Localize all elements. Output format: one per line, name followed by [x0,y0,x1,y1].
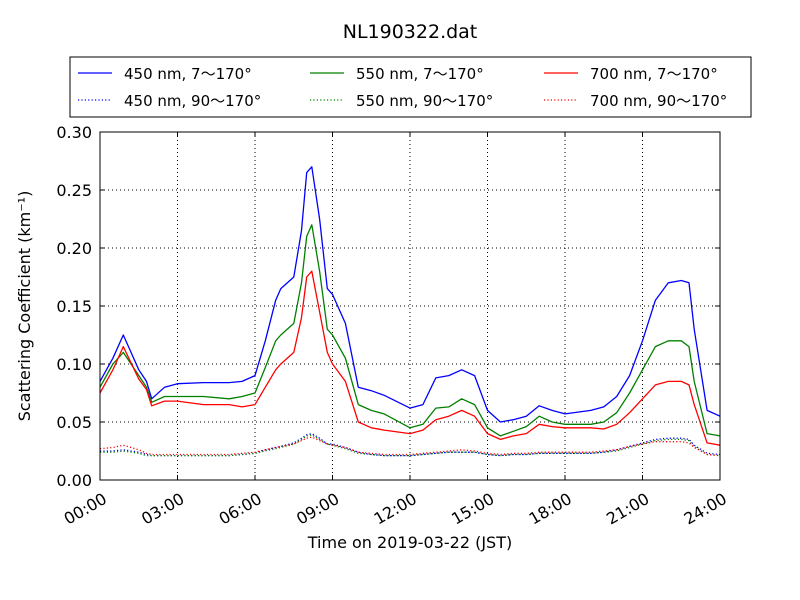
y-tick-label: 0.20 [56,239,92,258]
legend-label-5: 700 nm, 90～170° [590,92,727,110]
x-tick-label: 24:00 [681,489,730,529]
x-tick-label: 06:00 [216,489,265,529]
y-tick-label: 0.15 [56,297,92,316]
ticks: 0.00 0.05 0.10 0.15 0.20 0.25 0.30 00:00 03:00 06… [56,123,730,529]
legend-frame [69,56,752,118]
x-tick-label: 03:00 [138,489,187,529]
series-line-0 [99,166,721,423]
y-axis-label: Scattering Coefficient (km⁻¹) [15,191,34,422]
legend-label-1: 550 nm, 7～170° [356,65,484,83]
x-tick-label: 09:00 [293,489,342,529]
y-tick-label: 0.05 [56,413,92,432]
legend-label-2: 700 nm, 7～170° [590,65,718,83]
y-tick-label: 0.25 [56,181,92,200]
series-group [99,166,721,457]
x-tick-label: 00:00 [61,489,110,529]
legend-label-3: 450 nm, 90～170° [124,92,261,110]
series-line-2 [99,270,721,446]
x-tick-label: 21:00 [603,489,652,529]
y-tick-label: 0.00 [56,471,92,490]
x-axis-label: Time on 2019-03-22 (JST) [307,533,512,552]
y-tick-label: 0.10 [56,355,92,374]
plot-area: 0.00 0.05 0.10 0.15 0.20 0.25 0.30 00:00 03:00 06… [56,123,730,529]
x-tick-label: 12:00 [371,489,420,529]
legend: 450 nm, 7～170° 550 nm, 7～170° 700 nm, 7～17… [69,56,752,118]
y-tick-label: 0.30 [56,123,92,142]
x-tick-label: 18:00 [526,489,575,529]
x-tick-label: 15:00 [448,489,497,529]
legend-label-0: 450 nm, 7～170° [124,65,252,83]
series-line-4 [100,434,721,457]
chart-title: NL190322.dat [343,21,478,43]
legend-label-4: 550 nm, 90～170° [356,92,493,110]
grid [100,132,720,480]
series-line-1 [99,224,721,437]
